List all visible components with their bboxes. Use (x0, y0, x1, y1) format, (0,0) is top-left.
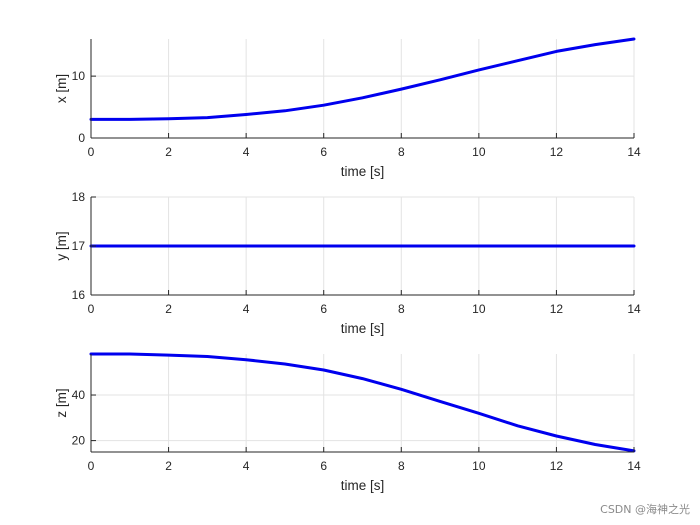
panel-2-xtick-label-3: 6 (320, 302, 327, 316)
panel-2-ytick-label-1: 17 (72, 239, 86, 253)
panel-1-series-line-0 (89, 37, 636, 121)
panel-3-xtick-label-5: 10 (472, 459, 486, 473)
panel-3-xtick-label-7: 14 (627, 459, 641, 473)
panel-2-xtick-label-2: 4 (243, 302, 250, 316)
panel-3-xtick-label-4: 8 (398, 459, 405, 473)
panel-3-xtick-label-6: 12 (550, 459, 564, 473)
csdn-watermark: CSDN @海神之光 (600, 503, 690, 516)
panel-1-xtick-label-3: 6 (320, 145, 327, 159)
panel-3-ytick-label-0: 20 (72, 434, 86, 448)
panel-1-x-axis-label: time [s] (341, 164, 385, 179)
panel-1-xtick-label-0: 0 (88, 145, 95, 159)
panel-1-xtick-label-5: 10 (472, 145, 486, 159)
panel-3-y-axis-label: z [m] (54, 388, 69, 417)
panel-2-xtick-label-6: 12 (550, 302, 564, 316)
panel-3-xtick-label-3: 6 (320, 459, 327, 473)
panel-1-ytick-label-1: 10 (72, 69, 86, 83)
panel-2-xtick-label-0: 0 (88, 302, 95, 316)
panel-3-xtick-label-0: 0 (88, 459, 95, 473)
panel-3-xtick-label-1: 2 (165, 459, 172, 473)
panel-2-xtick-label-5: 10 (472, 302, 486, 316)
panel-3-x-axis-label: time [s] (341, 478, 385, 493)
panel-3-ytick-label-1: 40 (72, 388, 86, 402)
panel-1-xtick-label-1: 2 (165, 145, 172, 159)
panel-3-series-line-0 (89, 352, 636, 453)
panel-2-xtick-label-1: 2 (165, 302, 172, 316)
panel-2-xtick-label-7: 14 (627, 302, 641, 316)
panel-2-xtick-label-4: 8 (398, 302, 405, 316)
panel-2-x-axis-label: time [s] (341, 321, 385, 336)
panel-2-y-axis-label: y [m] (54, 231, 69, 260)
panel-1-ytick-label-0: 0 (78, 131, 85, 145)
panel-1-xtick-label-2: 4 (243, 145, 250, 159)
panel-3-xtick-label-2: 4 (243, 459, 250, 473)
panel-1-xtick-label-4: 8 (398, 145, 405, 159)
panel-2-ytick-label-2: 18 (72, 190, 86, 204)
panel-1-xtick-label-7: 14 (627, 145, 641, 159)
panel-1-xtick-label-6: 12 (550, 145, 564, 159)
panel-1-y-axis-label: x [m] (54, 74, 69, 103)
panel-2-ytick-label-0: 16 (72, 288, 86, 302)
